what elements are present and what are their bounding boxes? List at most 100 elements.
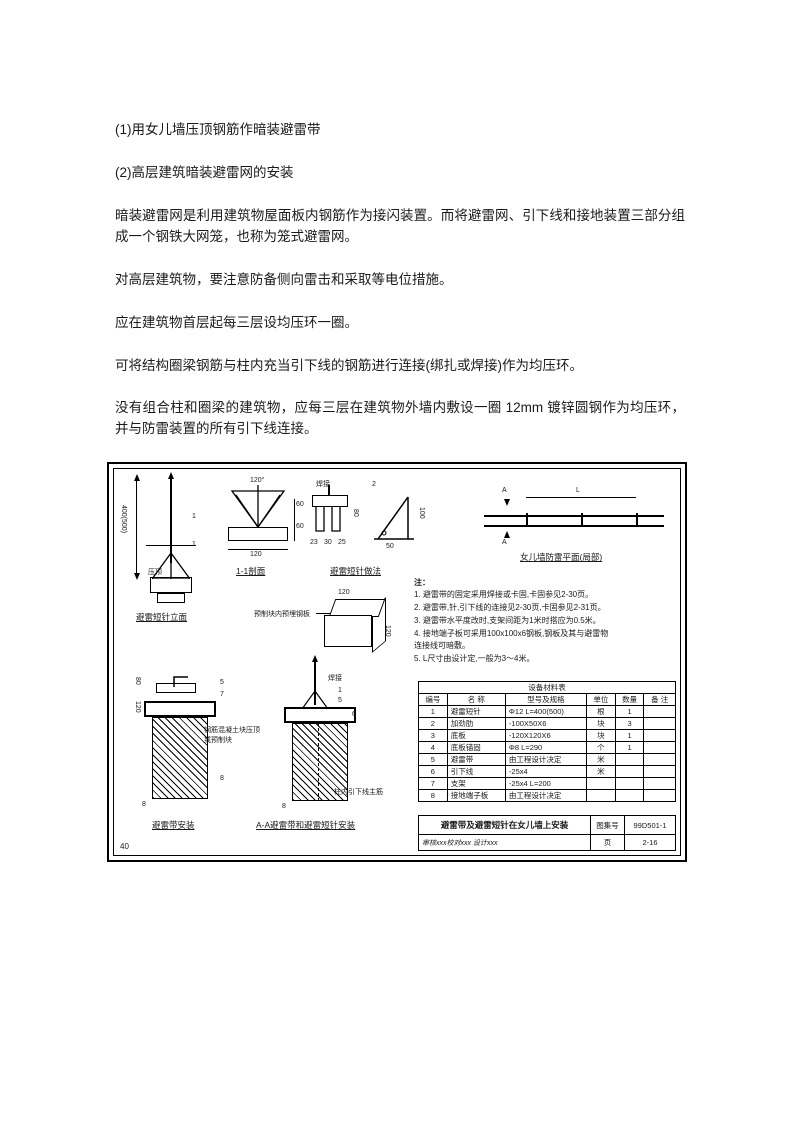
dim-h400-line [136,477,137,577]
table-cell: 5 [419,754,448,766]
table-row: 4底板锚固Φ8 L=290个1 [419,742,676,754]
u-anchors-icon [312,507,352,537]
dim-60a: 60 [296,501,304,508]
table-row: 3底板-120X120X6块1 [419,730,676,742]
dim-25: 25 [338,539,346,546]
table-cell [644,790,676,802]
table-row: 2加劲肋-100X50X6块3 [419,718,676,730]
plan-tick-3 [636,513,638,527]
table-cell: -25x4 L=200 [505,778,586,790]
dim-50: 50 [386,543,394,550]
rod-shaft [170,477,172,563]
table-cell: -100X50X6 [505,718,586,730]
mat-title: 设备材料表 [419,682,676,694]
para-5: 应在建筑物首层起每三层设均压环一圈。 [115,313,685,334]
tb-set-label: 图集号 [591,816,625,834]
dim-120d: 120 [134,701,141,713]
bi-wall [152,717,208,799]
para-1: (1)用女儿墙压顶钢筋作暗装避雷带 [115,120,685,141]
aa-co-1: 1 [338,687,342,694]
section-plate [228,527,288,541]
table-cell: 避雷短针 [447,706,505,718]
tb-main: 避雷带及避雷短针在女儿墙上安装 [419,816,591,834]
lbl-weld-1: 焊接 [316,479,330,489]
table-cell: 引下线 [447,766,505,778]
mat-h-unit: 单位 [586,694,615,706]
note-5: 5. L尺寸由设计定,一般为3～4米。 [414,653,676,665]
dim-h400-a1 [134,474,140,481]
cut-id-1b: 1 [192,541,196,548]
caption-rod-elev: 避雷短针立面 [136,611,187,623]
aa-cap [284,707,356,723]
tb-approval: 审核xxx校对xxx 设计xxx [419,835,591,850]
table-cell: 3 [615,718,644,730]
plan-a2-arrow [504,531,510,538]
subfig-rod-method: 焊接 23 30 25 80 50 100 2 避雷短针做法 [310,479,430,579]
dim-120b: 120 [338,589,350,596]
table-cell: 2 [419,718,448,730]
table-cell: 1 [615,742,644,754]
table-cell [644,742,676,754]
subfig-rod-elevation: 1 1 压顶 400(500) 避雷短针立面 [122,475,202,625]
plan-tick-2 [581,513,583,527]
dim-120a: 120 [250,551,262,558]
lbl-yajing: 压顶 [148,567,162,577]
bracket-icon [374,493,418,543]
table-cell: 由工程设计决定 [505,754,586,766]
plan-a1-arrow [504,499,510,506]
dim-8a: 8 [142,801,146,808]
lbl-weld-2: 焊接 [328,673,342,683]
dim-100: 100 [418,507,425,519]
rod-tip-icon [168,472,174,479]
prefab-cube-icon [324,599,382,647]
table-cell: 由工程设计决定 [505,790,586,802]
mat-header-row: 编号 名 称 型号及规格 单位 数量 备 注 [419,694,676,706]
subfig-parapet-plan: A A L 女儿墙防雷平面(局部) [466,481,676,571]
table-cell: 支架 [447,778,505,790]
plan-a1: A [502,487,507,494]
table-row: 6引下线-25x4米 [419,766,676,778]
caption-aa: A-A避雷带和避雷短针安装 [256,819,355,831]
aa-co-5: 5 [338,697,342,704]
engineering-diagram: 1 1 压顶 400(500) 避雷短针立面 120° [107,462,687,862]
notes-block: 注： 1. 避雷带的固定采用焊接或卡固,卡固参见2-30页。 2. 避雷带,针,… [414,577,676,666]
para-6: 可将结构圈梁钢筋与柱内充当引下线的钢筋进行连接(绑扎或焊接)作为均压环。 [115,356,685,377]
bi-bent-icon [172,671,192,689]
tb-page-no: 2-16 [625,835,675,850]
dim-120-line-a [228,549,288,550]
aa-rod-tip-icon [312,655,318,662]
mat-h-rem: 备 注 [644,694,676,706]
table-cell: 7 [419,778,448,790]
note-3: 3. 避雷带水平度改时,支架间距为1米时搭应为0.5米。 [414,615,676,627]
table-cell: 接地端子板 [447,790,505,802]
para-2: (2)高层建筑暗装避雷网的安装 [115,163,685,184]
subfig-belt-install: 80 120 5 7 8 钢筋混凝土块压顶 或预制块 8 避雷带安装 [128,679,238,839]
table-cell: 6 [419,766,448,778]
table-cell: Φ8 L=290 [505,742,586,754]
rod-base-plate [150,577,192,593]
table-cell: 8 [419,790,448,802]
dim-23: 23 [310,539,318,546]
table-cell [644,766,676,778]
table-cell: 3 [419,730,448,742]
weld-plate [312,495,348,507]
title-block: 避雷带及避雷短针在女儿墙上安装 图集号 99D501-1 审核xxx校对xxx … [418,815,676,851]
table-cell [615,790,644,802]
note-4: 4. 接地端子板可采用100x100x6钢板,钢板及其与避雷物 连接线可暗敷。 [414,628,676,652]
dim-120c: 120 [384,625,391,637]
dim-80b: 80 [134,677,141,685]
mat-h-spec: 型号及规格 [505,694,586,706]
table-cell: 4 [419,742,448,754]
bi-cap [144,701,216,717]
note-2: 2. 避雷带,针,引下线的连接见2-30页,卡固参见2-31页。 [414,602,676,614]
plan-tick-1 [526,513,528,527]
table-cell: 底板 [447,730,505,742]
table-cell: 1 [419,706,448,718]
table-cell [644,730,676,742]
callout-2: 2 [372,481,376,488]
tb-set-no: 99D501-1 [625,816,675,834]
table-cell [586,778,615,790]
caption-section-1-1: 1-1剖面 [236,565,265,577]
subfig-section-1-1: 120° 60 60 120 1-1剖面 [214,479,304,579]
caption-rod-method: 避雷短针做法 [330,565,381,577]
